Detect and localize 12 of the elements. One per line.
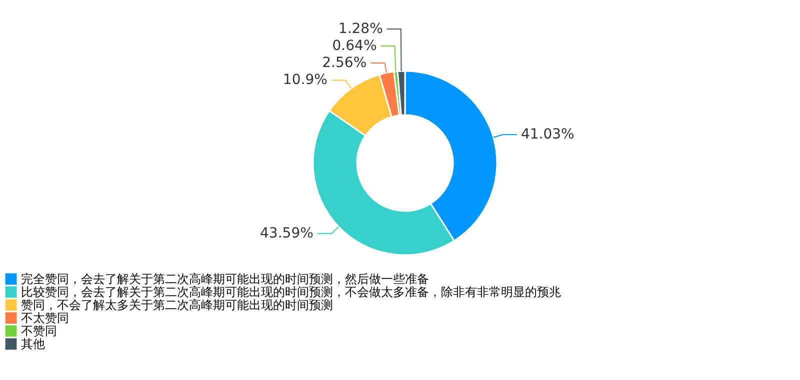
legend-label: 赞同，不会了解太多关于第二次高峰期可能出现的时间预测 <box>21 298 333 312</box>
legend-label: 完全赞同，会去了解关于第二次高峰期可能出现的时间预测，然后做一些准备 <box>21 272 429 286</box>
legend-label: 其他 <box>21 337 45 351</box>
data-label: 1.28% <box>338 21 383 38</box>
data-label: 2.56% <box>322 55 367 72</box>
legend-label: 不赞同 <box>21 324 57 338</box>
data-label: 41.03% <box>520 126 574 143</box>
legend-label: 比较赞同，会去了解关于第二次高峰期可能出现的时间预测，不会做太多准备，除非有非常明显的预兆 <box>21 285 561 299</box>
data-label: 0.64% <box>332 38 377 54</box>
legend-label: 不太赞同 <box>21 311 69 325</box>
data-label: 10.9% <box>282 72 328 88</box>
data-label: 43.59% <box>260 226 314 242</box>
